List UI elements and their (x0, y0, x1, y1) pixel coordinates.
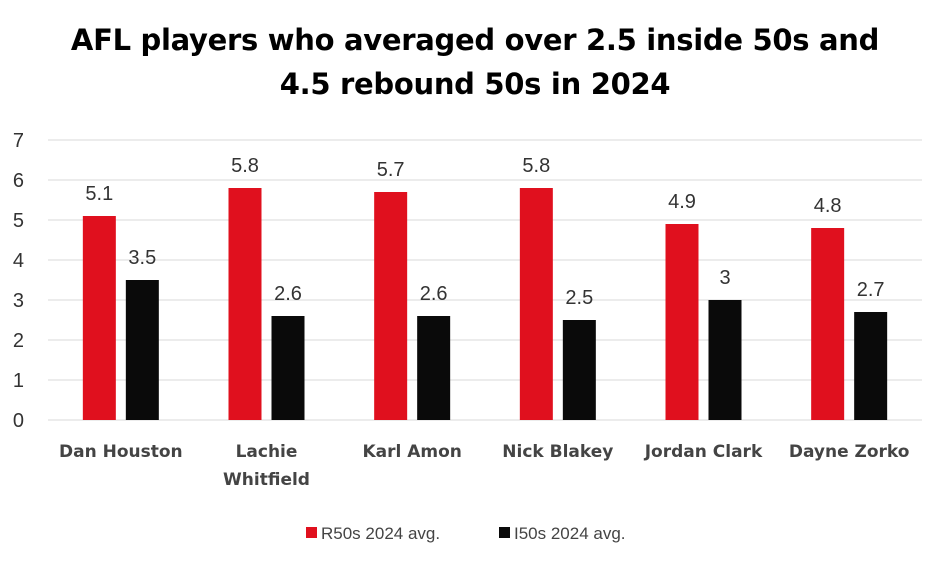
category-label: Nick Blakey (502, 442, 613, 462)
legend-swatch (499, 527, 510, 538)
data-label: 5.8 (231, 155, 259, 177)
legend-swatch (306, 527, 317, 538)
category-label: Jordan Clark (644, 442, 763, 462)
y-tick-label: 1 (13, 370, 24, 392)
y-tick-label: 5 (13, 210, 24, 232)
category-label: Dayne Zorko (789, 442, 910, 462)
legend-label: I50s 2024 avg. (514, 524, 626, 543)
y-tick-label: 7 (13, 130, 24, 152)
gridlines (48, 139, 922, 421)
data-label: 2.6 (420, 283, 448, 305)
category-label: Karl Amon (362, 442, 461, 462)
legend: R50s 2024 avg. I50s 2024 avg. (306, 524, 626, 543)
data-label: 2.7 (857, 279, 885, 301)
bar-r50 (374, 192, 408, 420)
bar-r50 (519, 188, 553, 420)
bar-i50 (271, 316, 305, 420)
category-label: Dan Houston (59, 442, 183, 462)
bar-i50 (708, 300, 742, 420)
bar-i50 (417, 316, 451, 420)
bar-r50 (665, 224, 699, 420)
y-tick-label: 2 (13, 330, 24, 352)
bar-r50 (811, 228, 845, 420)
data-label: 5.1 (85, 183, 113, 205)
data-label: 5.7 (377, 159, 405, 181)
data-label: 3.5 (128, 247, 156, 269)
chart-title: AFL players who averaged over 2.5 inside… (0, 18, 950, 106)
data-label: 4.9 (668, 191, 696, 213)
bar-r50 (82, 216, 116, 420)
bar-i50 (125, 280, 159, 420)
data-label: 4.8 (814, 195, 842, 217)
data-label: 2.5 (565, 287, 593, 309)
y-axis-ticks: 0 1 2 3 4 5 6 7 (13, 130, 24, 432)
bar-r50 (228, 188, 262, 420)
data-label: 3 (719, 267, 730, 289)
data-labels: 5.1 3.5 5.8 2.6 5.7 2.6 5.8 2.5 4.9 3 4.8 2.7 (85, 155, 884, 309)
category-labels: Dan Houston Lachie Whitfield Karl Amon Nick … (59, 442, 909, 490)
y-tick-label: 4 (13, 250, 24, 272)
data-label: 5.8 (522, 155, 550, 177)
chart-title-line-2: 4.5 rebound 50s in 2024 (279, 67, 671, 101)
bar-i50 (854, 312, 888, 420)
y-tick-label: 6 (13, 170, 24, 192)
y-tick-label: 0 (13, 410, 24, 432)
data-label: 2.6 (274, 283, 302, 305)
bars (82, 188, 888, 420)
category-label: Whitfield (223, 470, 310, 490)
y-tick-label: 3 (13, 290, 24, 312)
legend-label: R50s 2024 avg. (321, 524, 440, 543)
category-label: Lachie (236, 442, 298, 462)
chart-title-line-1: AFL players who averaged over 2.5 inside… (70, 23, 880, 57)
bar-i50 (562, 320, 596, 420)
